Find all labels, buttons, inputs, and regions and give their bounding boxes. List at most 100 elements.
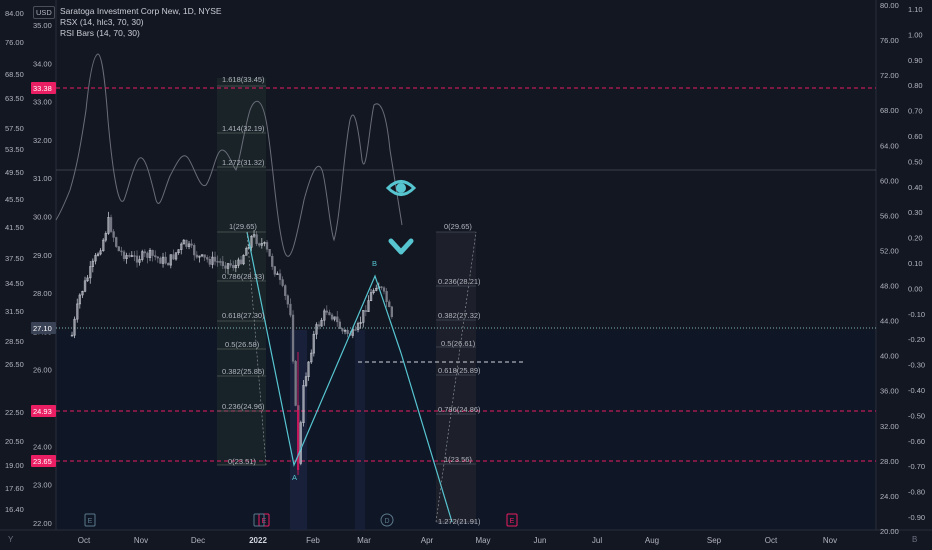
left-axis-tick: 31.50 [5,307,24,316]
fib-right-label: 1(23.56) [444,455,472,464]
time-axis-label: Mar [357,536,371,545]
candle-body [203,254,206,258]
fib-right-label: 0.236(28.21) [438,277,481,286]
price-axis-tick: 35.00 [33,21,52,30]
candle-body [299,422,302,464]
candle-body [185,239,188,247]
candle-body [120,250,123,253]
price-axis-tick: 23.00 [33,481,52,490]
candle-body [115,237,118,247]
price-tag[interactable]: 24.93 [31,405,56,417]
corner-left-label[interactable]: Y [8,535,14,544]
oscillator-axis-tick: -0.30 [908,361,925,370]
price-tag-label: 23.65 [33,457,52,466]
time-axis-label: Oct [78,536,91,545]
event-marker[interactable]: E [84,513,96,527]
price-tag[interactable]: 23.65 [31,455,56,467]
oscillator-axis-tick: 0.90 [908,56,923,65]
right-axis-tick: 20.00 [880,527,899,536]
candle-body [367,300,370,312]
event-marker-label: E [510,518,515,525]
left-axis-tick: 37.50 [5,254,24,263]
candle-body [258,243,261,246]
candle-body [161,256,165,264]
candle-body [159,257,162,264]
price-axis-tick: 29.00 [33,251,52,260]
chevron-down-icon [388,238,414,255]
event-marker-label: E [88,518,93,525]
oscillator-axis-tick: 0.10 [908,259,923,268]
oscillator-axis-tick: -0.10 [908,310,925,319]
candle-body [281,279,284,286]
time-axis-label: Sep [707,536,722,545]
candle-body [193,245,196,256]
candle-body [195,254,198,258]
legend-title: Saratoga Investment Corp New, 1D, NYSE [60,6,222,16]
fib-left-label: 0.618(27.30) [222,311,265,320]
oscillator-axis-tick: 0.50 [908,157,923,166]
price-axis-tick: 32.00 [33,136,52,145]
candle-body [390,306,393,318]
oscillator-axis-tick: 0.70 [908,107,923,116]
left-axis-tick: 57.50 [5,124,24,133]
corner-right-label[interactable]: B [912,535,918,544]
time-axis-label: Oct [765,536,778,545]
right-axis-tick: 80.00 [880,1,899,10]
candle-body [271,255,274,267]
candle-body [286,295,289,305]
candle-body [83,280,87,292]
candle-body [154,255,157,258]
left-axis-tick: 34.50 [5,279,24,288]
oscillator-axis-tick: -0.70 [908,462,925,471]
candle-body [291,314,295,362]
candle-body [336,316,339,323]
candle-body [219,261,222,263]
currency-badge[interactable]: USD [33,6,55,19]
fib-left-label: 0.786(28.33) [222,272,265,281]
price-tag-label: 24.93 [33,407,52,416]
right-axis-tick: 68.00 [880,106,899,115]
legend-rsx: RSX (14, hlc3, 70, 30) [60,17,144,27]
fib-left-label: 1.414(32.19) [222,124,265,133]
oscillator-axis-tick: 1.10 [908,5,923,14]
candle-body [369,292,373,301]
candle-body [94,255,97,262]
fib-left-label: 1(29.65) [229,222,257,231]
fib-left-label: 1.272(31.32) [222,158,265,167]
candle-body [141,251,144,260]
candle-body [182,239,185,245]
candle-body [375,287,378,291]
oscillator-axis-tick: 0.30 [908,208,923,217]
right-axis-tick: 76.00 [880,36,899,45]
candle-body [151,249,154,256]
candle-body [362,310,365,323]
left-axis-tick: 26.50 [5,360,24,369]
event-marker[interactable]: D [380,513,394,527]
left-axis-tick: 63.50 [5,94,24,103]
fib-right-label: 1.272(21.91) [438,517,481,526]
price-tag[interactable]: 33.38 [31,82,56,94]
candle-body [289,303,292,316]
right-axis-tick: 48.00 [880,282,899,291]
candle-body [206,257,209,260]
time-axis-label: May [475,536,490,545]
candle-body [224,265,227,269]
legend-rsi-bars: RSI Bars (14, 70, 30) [60,28,140,38]
left-axis-tick: 16.40 [5,505,24,514]
fib-left-label: 0.382(25.85) [222,367,265,376]
time-axis-label: Nov [134,536,148,545]
oscillator-axis-tick: -0.90 [908,513,925,522]
price-axis-tick: 22.00 [33,519,52,528]
candle-body [245,248,248,256]
candle-body [208,259,211,265]
candle-body [255,234,258,244]
price-tag-label: 33.38 [33,84,52,93]
time-axis-label: 2022 [249,536,267,545]
price-axis-tick: 26.00 [33,366,52,375]
price-tag[interactable]: 27.10 [31,322,56,334]
event-marker[interactable]: E [506,513,518,527]
oscillator-axis-tick: -0.80 [908,488,925,497]
right-axis-tick: 28.00 [880,457,899,466]
candle-body [265,242,269,250]
